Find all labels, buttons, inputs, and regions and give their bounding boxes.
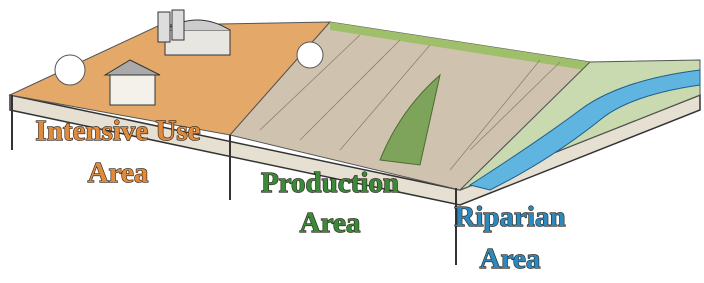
page: Intensive Use Area Production Area Ripar… bbox=[0, 0, 704, 283]
zone-label: Intensive Use bbox=[35, 115, 200, 147]
zone-label: Area bbox=[88, 157, 149, 189]
zone-label: Riparian bbox=[454, 201, 565, 233]
zone-label: Area bbox=[480, 243, 541, 275]
landscape-diagram: Intensive Use Area Production Area Ripar… bbox=[0, 0, 704, 283]
zone-label: Production bbox=[261, 167, 399, 199]
zone-label: Area bbox=[300, 207, 361, 239]
